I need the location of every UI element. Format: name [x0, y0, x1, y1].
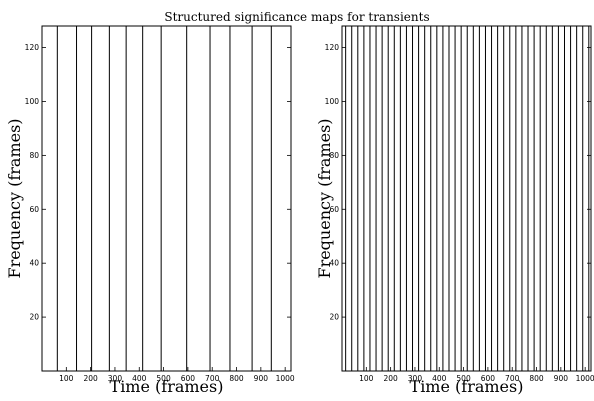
right-x-tick-label: 300: [408, 374, 423, 383]
left-plot-frame: [41, 25, 292, 372]
left-y-axis-label: Frequency (frames): [5, 118, 24, 278]
left-y-tick-label: 40: [29, 259, 39, 268]
left-x-axis-label: Time (frames): [110, 377, 224, 396]
right-y-tick-label: 40: [329, 259, 339, 268]
left-y-tick-label: 20: [29, 313, 39, 322]
right-y-ticks: 20 40 60 80 100 120: [325, 43, 591, 322]
right-y-axis-label: Frequency (frames): [315, 118, 334, 278]
right-y-tick-label: 80: [329, 151, 339, 160]
left-x-ticks: 100 200 300 400 500 600 700 800 900 1000: [59, 367, 295, 383]
left-x-tick-label: 1000: [276, 374, 295, 383]
left-x-tick-label: 800: [229, 374, 244, 383]
right-vertical-lines: [345, 26, 590, 371]
left-x-tick-label: 900: [254, 374, 269, 383]
left-x-tick-label: 600: [181, 374, 196, 383]
left-vertical-lines: [56, 26, 272, 371]
right-y-tick-label: 60: [329, 205, 339, 214]
right-x-tick-label: 1000: [576, 374, 594, 383]
left-y-ticks: 20 40 60 80 100 120: [25, 43, 291, 322]
right-y-tick-label: 20: [329, 313, 339, 322]
left-x-tick-label: 400: [132, 374, 147, 383]
right-panel: 100 200 300 400 500 600 700 800 900 1000 20 40 60 80…: [315, 25, 594, 396]
left-y-tick-label: 80: [29, 151, 39, 160]
right-x-tick-label: 800: [529, 374, 544, 383]
right-x-tick-label: 500: [456, 374, 471, 383]
left-x-tick-label: 200: [83, 374, 98, 383]
left-y-tick-label: 100: [25, 97, 40, 106]
right-y-tick-label: 100: [325, 97, 340, 106]
left-x-tick-label: 100: [59, 374, 74, 383]
left-panel: 100 200 300 400 500 600 700 800 900 1000 20 40 60 80…: [5, 25, 295, 396]
right-x-tick-label: 700: [505, 374, 520, 383]
right-y-tick-label: 120: [325, 43, 340, 52]
left-y-tick-label: 60: [29, 205, 39, 214]
right-x-tick-label: 900: [554, 374, 569, 383]
right-x-tick-label: 100: [359, 374, 374, 383]
left-x-tick-label: 700: [205, 374, 220, 383]
right-x-tick-label: 200: [383, 374, 398, 383]
right-x-tick-label: 400: [432, 374, 447, 383]
left-x-tick-label: 300: [108, 374, 123, 383]
left-y-tick-label: 120: [25, 43, 40, 52]
right-x-axis-label: Time (frames): [410, 377, 524, 396]
left-x-tick-label: 500: [156, 374, 171, 383]
right-plot-frame: [341, 25, 592, 372]
figure-title: Structured significance maps for transie…: [164, 10, 429, 24]
right-x-ticks: 100 200 300 400 500 600 700 800 900 1000: [359, 367, 594, 383]
right-x-tick-label: 600: [481, 374, 496, 383]
